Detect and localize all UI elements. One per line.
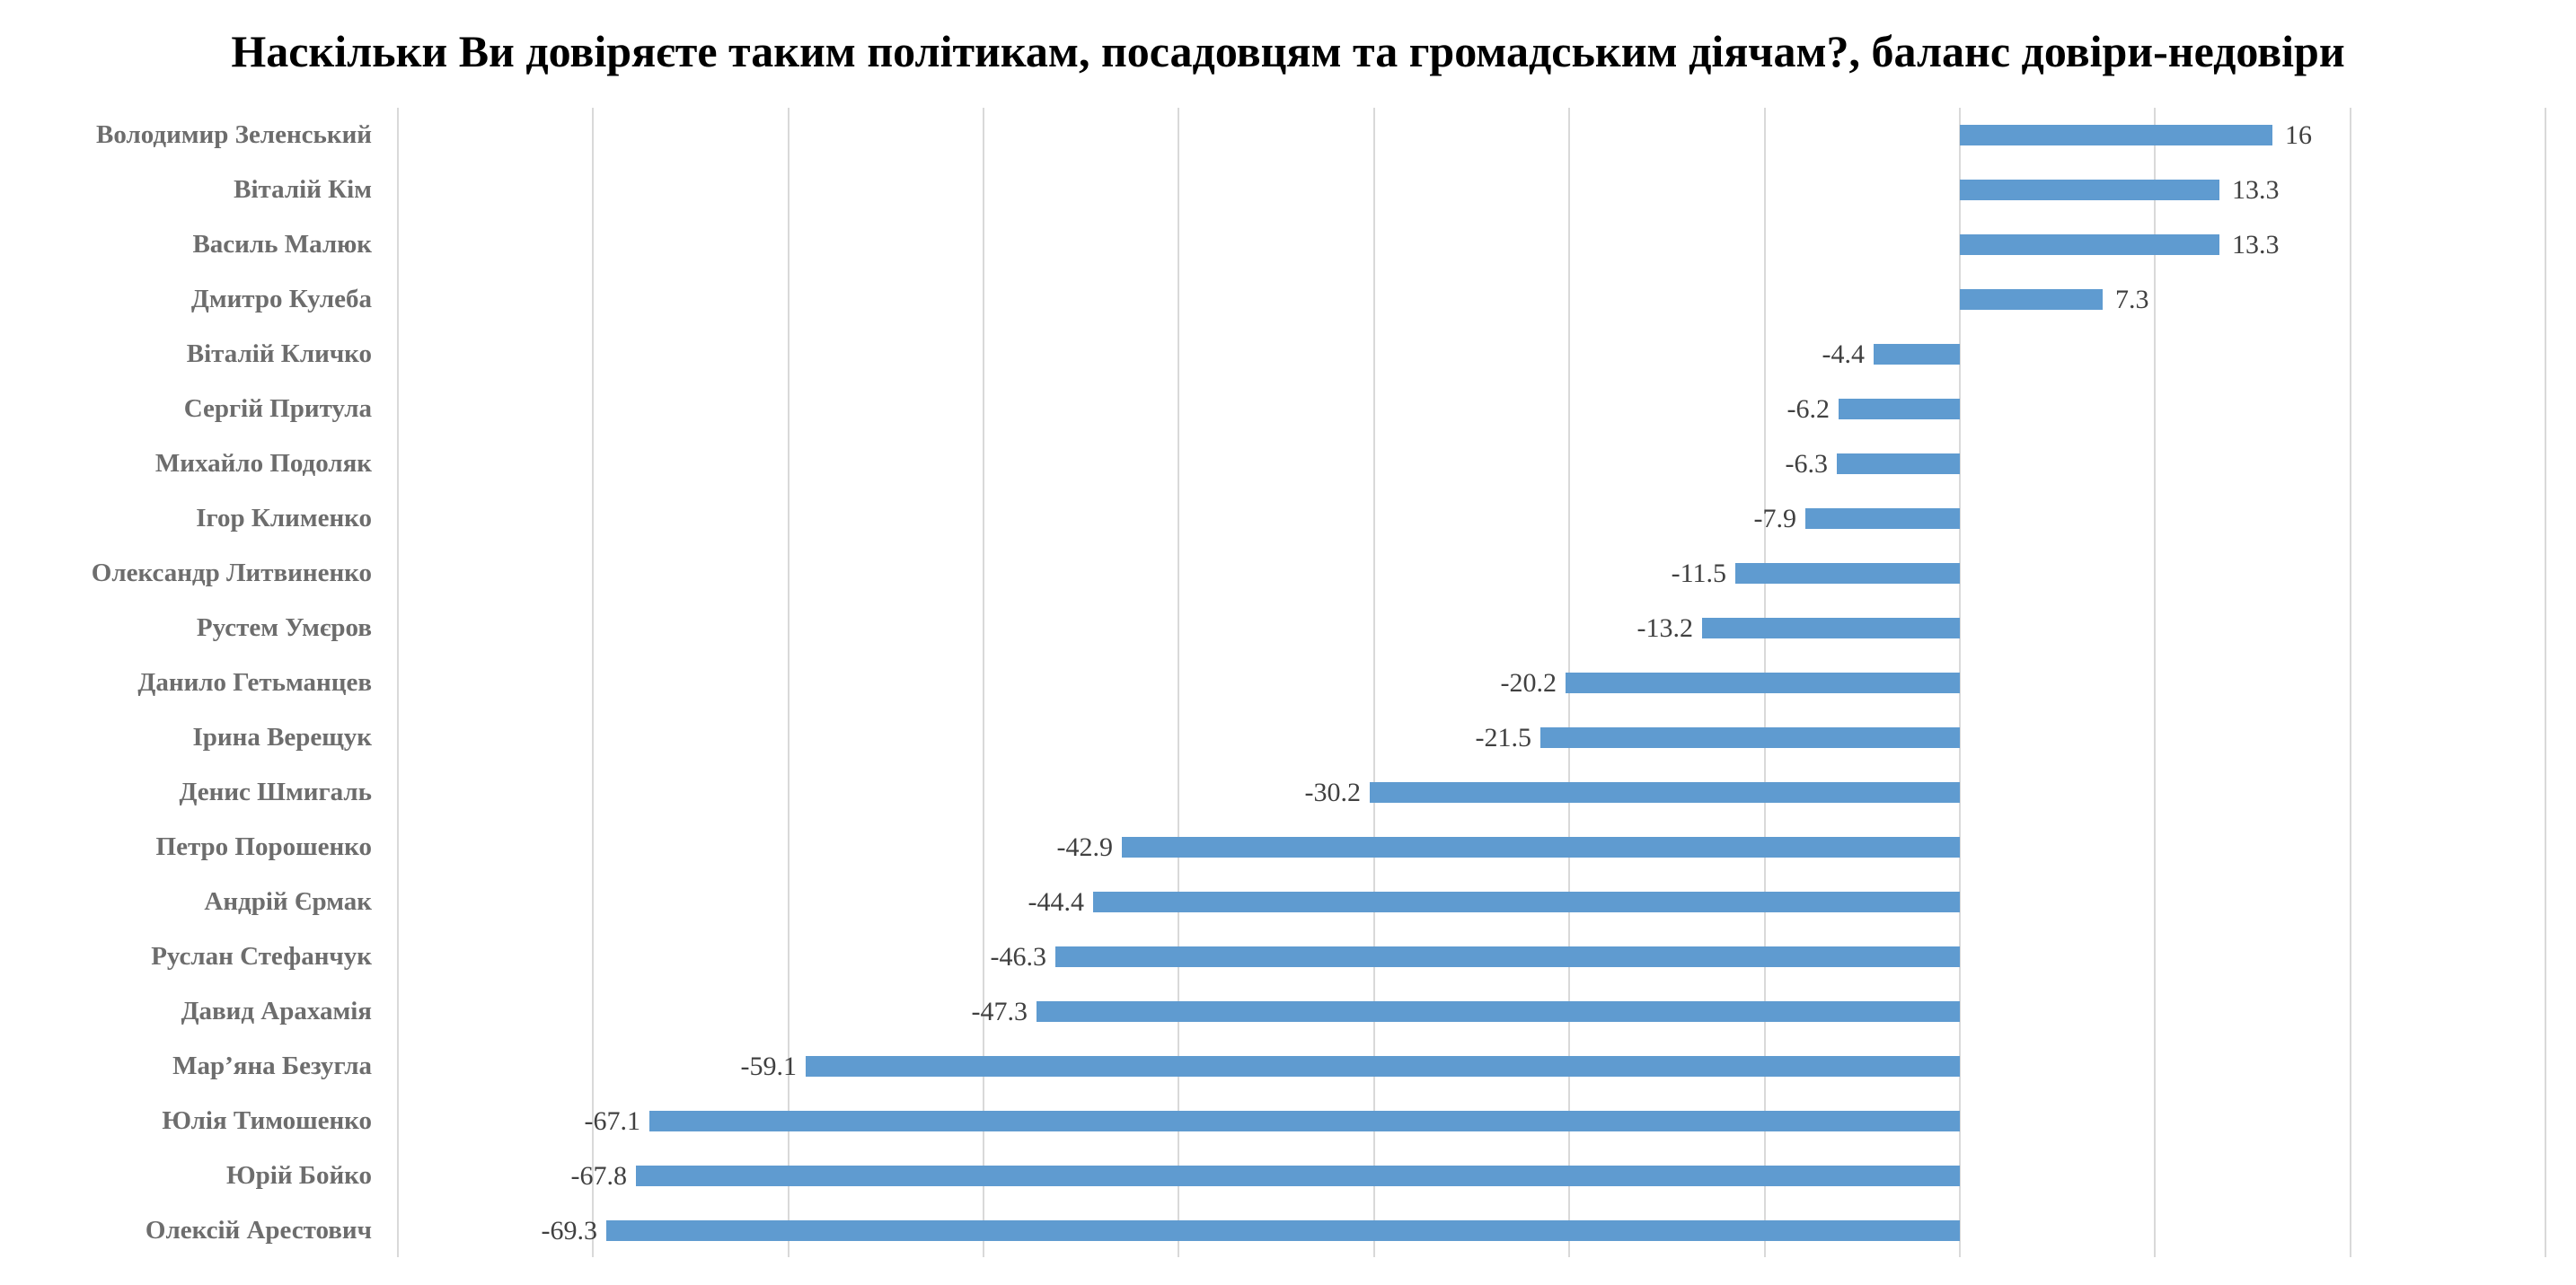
bar bbox=[606, 1220, 1960, 1241]
category-label: Ігор Клименко bbox=[196, 504, 372, 532]
bar bbox=[1055, 946, 1960, 967]
category-label: Руслан Стефанчук bbox=[151, 942, 372, 971]
value-label: -6.3 bbox=[1785, 449, 1829, 479]
category-label: Петро Порошенко bbox=[155, 832, 372, 861]
value-label: 13.3 bbox=[2232, 175, 2280, 205]
bar-row: Сергій Притула -6.2 bbox=[0, 382, 2576, 436]
category-label: Михайло Подоляк bbox=[154, 449, 372, 478]
bar bbox=[1839, 399, 1960, 419]
bar-row: Віталій Кличко -4.4 bbox=[0, 327, 2576, 382]
value-label: -20.2 bbox=[1500, 668, 1557, 698]
bar-row: Ірина Верещук -21.5 bbox=[0, 710, 2576, 765]
bar-row: Денис Шмигаль -30.2 bbox=[0, 765, 2576, 820]
bar bbox=[1805, 508, 1960, 529]
value-label: -21.5 bbox=[1475, 723, 1532, 753]
category-label: Ірина Верещук bbox=[192, 723, 373, 752]
category-label: Мар’яна Безугла bbox=[172, 1052, 372, 1080]
value-label: -4.4 bbox=[1822, 339, 1866, 369]
gridline bbox=[592, 108, 594, 1257]
value-label: -47.3 bbox=[971, 997, 1028, 1026]
value-label: -67.1 bbox=[584, 1106, 641, 1136]
category-label: Віталій Кличко bbox=[186, 339, 372, 368]
category-label: Давид Арахамія bbox=[181, 997, 372, 1025]
gridline bbox=[1178, 108, 1179, 1257]
value-label: -6.2 bbox=[1786, 394, 1831, 424]
bar-row: Михайло Подоляк -6.3 bbox=[0, 436, 2576, 491]
bar bbox=[1540, 727, 1960, 748]
category-label: Юлія Тимошенко bbox=[162, 1106, 372, 1135]
bar bbox=[1702, 618, 1960, 638]
bar-row: Руслан Стефанчук -46.3 bbox=[0, 929, 2576, 984]
bar bbox=[1037, 1001, 1960, 1022]
bar bbox=[806, 1056, 1960, 1077]
category-label: Володимир Зеленський bbox=[96, 120, 372, 149]
category-label: Юрій Бойко bbox=[225, 1161, 372, 1190]
gridline bbox=[2154, 108, 2156, 1257]
category-label: Денис Шмигаль bbox=[179, 778, 372, 806]
gridline bbox=[2350, 108, 2351, 1257]
category-label: Дмитро Кулеба bbox=[190, 285, 372, 313]
bar-row: Віталій Кім 13.3 bbox=[0, 163, 2576, 217]
bar-row: Ігор Клименко -7.9 bbox=[0, 491, 2576, 546]
category-label: Данило Гетьманцев bbox=[137, 668, 372, 697]
bar bbox=[1370, 782, 1960, 803]
gridline bbox=[788, 108, 790, 1257]
bar-row: Василь Малюк 13.3 bbox=[0, 217, 2576, 272]
bar-row: Олексій Арестович -69.3 bbox=[0, 1203, 2576, 1258]
gridline bbox=[1959, 108, 1961, 1257]
bar bbox=[1960, 289, 2103, 310]
bar bbox=[636, 1166, 1960, 1186]
value-label: -44.4 bbox=[1028, 887, 1085, 917]
gridline bbox=[2545, 108, 2546, 1257]
bar-row: Олександр Литвиненко -11.5 bbox=[0, 546, 2576, 601]
bar-row: Петро Порошенко -42.9 bbox=[0, 820, 2576, 875]
value-label: -69.3 bbox=[541, 1216, 598, 1245]
chart-title: Наскільки Ви довіряєте таким політикам, … bbox=[231, 26, 2345, 76]
value-label: -13.2 bbox=[1636, 613, 1694, 643]
category-label: Андрій Єрмак bbox=[204, 887, 372, 916]
gridline bbox=[983, 108, 984, 1257]
value-label: -46.3 bbox=[990, 942, 1047, 972]
bar bbox=[1960, 180, 2219, 200]
bar-row: Юрій Бойко -67.8 bbox=[0, 1149, 2576, 1203]
bar bbox=[649, 1111, 1960, 1131]
category-label: Олександр Литвиненко bbox=[91, 559, 372, 587]
bar-row: Юлія Тимошенко -67.1 bbox=[0, 1094, 2576, 1149]
value-label: 7.3 bbox=[2115, 285, 2149, 314]
value-label: -30.2 bbox=[1304, 778, 1362, 807]
category-label: Рустем Умєров bbox=[196, 613, 372, 642]
bar-row: Мар’яна Безугла -59.1 bbox=[0, 1039, 2576, 1094]
bar bbox=[1093, 892, 1960, 912]
value-label: -59.1 bbox=[740, 1052, 798, 1081]
bar-row: Данило Гетьманцев -20.2 bbox=[0, 656, 2576, 710]
bar bbox=[1960, 125, 2272, 145]
category-label: Василь Малюк bbox=[192, 230, 372, 259]
value-label: 16 bbox=[2285, 120, 2312, 150]
value-label: 13.3 bbox=[2232, 230, 2280, 260]
gridline bbox=[1373, 108, 1375, 1257]
category-label: Олексій Арестович bbox=[145, 1216, 372, 1245]
bar bbox=[1837, 453, 1960, 474]
bar-row: Давид Арахамія -47.3 bbox=[0, 984, 2576, 1039]
value-label: -67.8 bbox=[570, 1161, 628, 1191]
category-label: Віталій Кім bbox=[234, 175, 372, 204]
bar-row: Андрій Єрмак -44.4 bbox=[0, 875, 2576, 929]
bar-row: Володимир Зеленський 16 bbox=[0, 108, 2576, 163]
category-label: Сергій Притула bbox=[183, 394, 372, 423]
value-label: -7.9 bbox=[1753, 504, 1797, 533]
bar bbox=[1122, 837, 1960, 858]
bar-row: Дмитро Кулеба 7.3 bbox=[0, 272, 2576, 327]
bar-row: Рустем Умєров -13.2 bbox=[0, 601, 2576, 656]
value-label: -11.5 bbox=[1671, 559, 1726, 588]
bar bbox=[1874, 344, 1960, 365]
bar bbox=[1566, 673, 1960, 693]
value-label: -42.9 bbox=[1056, 832, 1114, 862]
bar bbox=[1735, 563, 1960, 584]
gridline bbox=[397, 108, 399, 1257]
bar bbox=[1960, 234, 2219, 255]
